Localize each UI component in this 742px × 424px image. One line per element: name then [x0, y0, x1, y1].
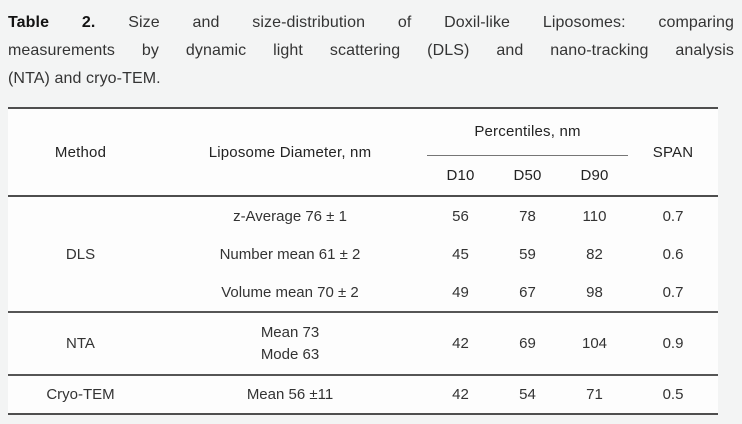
diameter-cell: Mean 56 ±11	[153, 374, 427, 414]
diameter-line-mean: Mean 73	[260, 323, 320, 341]
table-container: Method Liposome Diameter, nm Percentiles…	[8, 107, 742, 415]
caption-line-1: Table 2. Size and size-distribution of D…	[8, 9, 734, 37]
d10-cell: 42	[427, 374, 494, 414]
diameter-line-mode: Mode 63	[260, 345, 320, 363]
d10-cell: 56	[427, 195, 494, 235]
span-cell: 0.7	[662, 283, 684, 301]
caption-line-1-text: Size and size-distribution of Doxil-like…	[128, 14, 735, 31]
table-row-cryo-tem: Cryo-TEM Mean 56 ±11 42 54 71 0.5	[8, 374, 719, 414]
d90-cell: 98	[586, 283, 603, 301]
diameter-cell: Volume mean 70 ± 2	[221, 283, 359, 301]
d50-cell: 78	[494, 195, 561, 235]
d90-cell: 82	[586, 245, 603, 263]
caption-line-3: (NTA) and cryo-TEM.	[8, 70, 161, 87]
liposome-size-table: Method Liposome Diameter, nm Percentiles…	[8, 107, 719, 415]
method-cell-dls: DLS	[8, 195, 153, 312]
d90-cell: 71	[561, 374, 629, 414]
header-row-top: Method Liposome Diameter, nm Percentiles…	[8, 108, 718, 161]
table-row-nta: NTA Mean 73 Mode 63 42 69 104 0.9	[8, 311, 719, 375]
table-caption: Table 2. Size and size-distribution of D…	[8, 9, 734, 93]
table-row-dls-volume-mean: Volume mean 70 ± 2 49 67 98 0.7	[8, 273, 718, 312]
caption-line-2-text: measurements by dynamic light scattering…	[8, 42, 734, 59]
table-body: DLS z-Average 76 ± 1 56 78 110 0.7 Numbe…	[8, 195, 719, 414]
span-cell: 0.7	[628, 195, 719, 235]
diameter-cell: z-Average 76 ± 1	[153, 195, 427, 235]
d50-cell: 59	[519, 245, 536, 263]
d10-cell: 45	[452, 245, 469, 263]
d10-cell: 49	[452, 283, 469, 301]
method-cell-cryo-tem: Cryo-TEM	[8, 374, 153, 414]
table-row-dls-number-mean: Number mean 61 ± 2 45 59 82 0.6	[8, 235, 718, 273]
col-header-percentiles-group: Percentiles, nm	[427, 108, 629, 156]
caption-label: Table 2.	[8, 14, 96, 31]
method-cell-nta: NTA	[8, 311, 153, 375]
d50-cell: 69	[494, 311, 561, 375]
table-header: Method Liposome Diameter, nm Percentiles…	[8, 108, 718, 196]
col-header-method: Method	[54, 143, 107, 161]
col-header-d50: D50	[513, 166, 542, 184]
col-header-span: SPAN	[652, 143, 694, 161]
d10-cell: 42	[427, 311, 494, 375]
col-header-diameter: Liposome Diameter, nm	[208, 143, 372, 161]
span-cell: 0.9	[628, 311, 719, 375]
diameter-cell: Number mean 61 ± 2	[219, 245, 361, 263]
span-cell: 0.6	[662, 245, 684, 263]
d50-cell: 67	[519, 283, 536, 301]
span-cell: 0.5	[628, 374, 719, 414]
d50-cell: 54	[494, 374, 561, 414]
col-header-d90: D90	[580, 166, 609, 184]
diameter-cell: Mean 73 Mode 63	[153, 311, 427, 375]
table-row-dls-zaverage: DLS z-Average 76 ± 1 56 78 110 0.7	[8, 195, 719, 312]
caption-line-2: measurements by dynamic light scattering…	[8, 37, 734, 65]
d90-cell: 110	[561, 195, 629, 235]
header-row-sub: D10 D50 D90	[8, 155, 718, 196]
d90-cell: 104	[561, 311, 629, 375]
col-header-d10: D10	[446, 166, 475, 184]
